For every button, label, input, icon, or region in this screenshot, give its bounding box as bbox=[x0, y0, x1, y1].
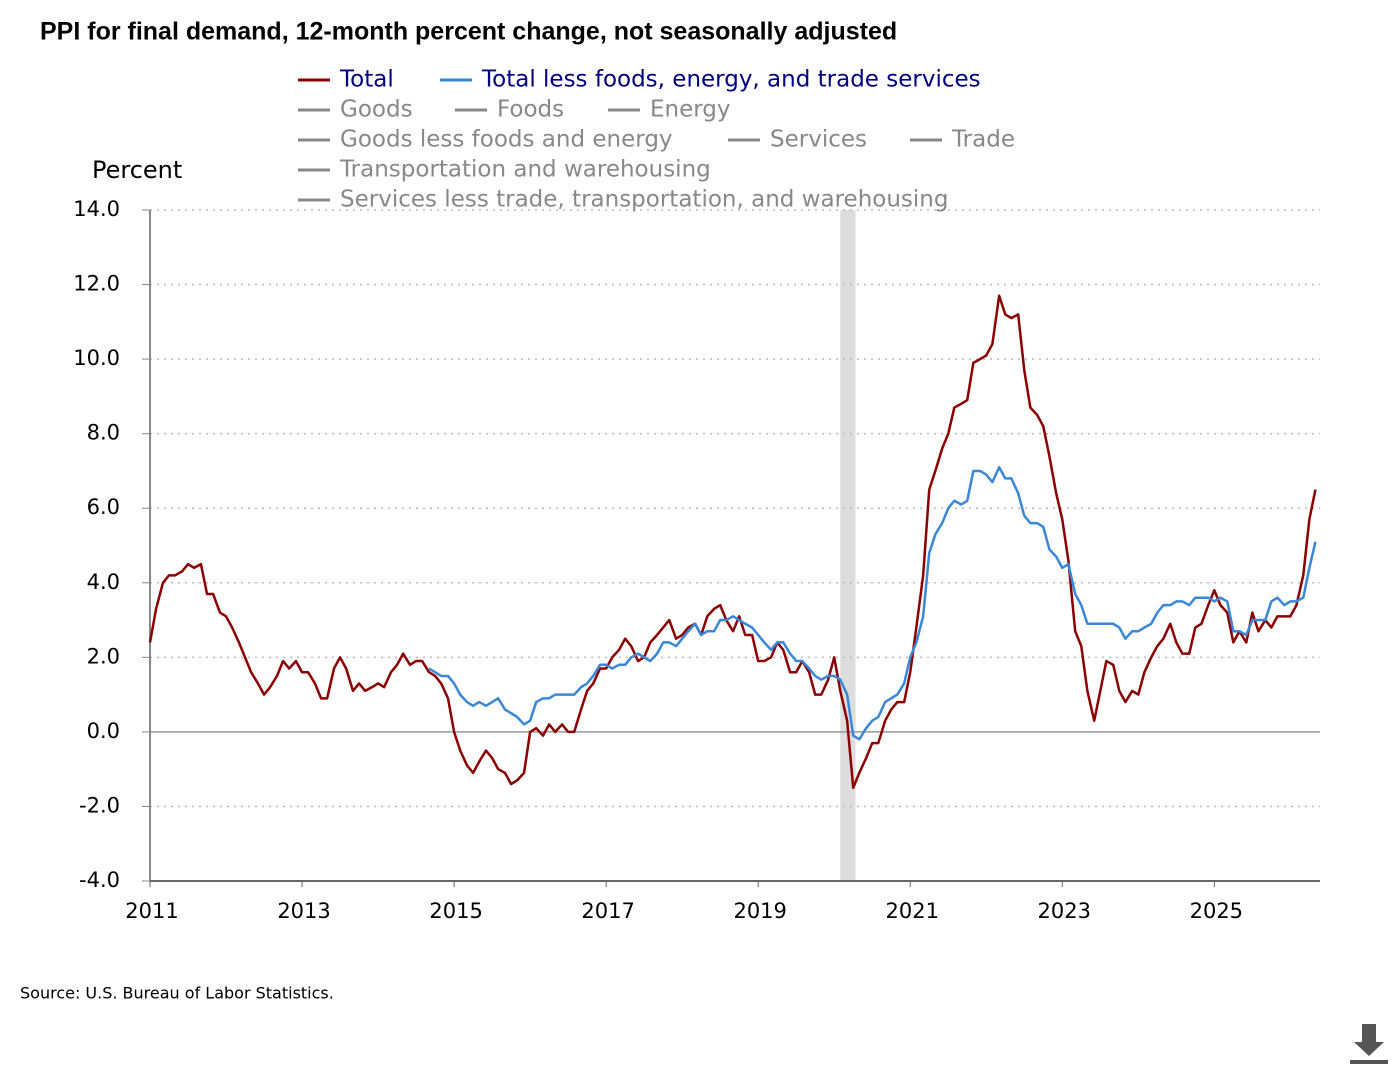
x-tick-label: 2025 bbox=[1190, 899, 1243, 923]
y-tick-label: 4.0 bbox=[87, 570, 120, 594]
x-tick-label: 2015 bbox=[429, 899, 482, 923]
y-tick-label: 6.0 bbox=[87, 495, 120, 519]
y-tick-label: -4.0 bbox=[79, 868, 120, 892]
legend-label: Services less trade, transportation, and… bbox=[340, 187, 948, 213]
download-icon-arrow bbox=[1354, 1042, 1384, 1056]
x-tick-label: 2023 bbox=[1038, 899, 1091, 923]
legend-label: Total bbox=[339, 67, 394, 93]
legend-label: Goods bbox=[340, 97, 413, 123]
y-tick-label: 2.0 bbox=[87, 644, 120, 668]
legend-label: Transportation and warehousing bbox=[339, 157, 711, 183]
legend-label: Goods less foods and energy bbox=[340, 127, 673, 153]
chart-title: PPI for final demand, 12-month percent c… bbox=[40, 18, 897, 46]
source-note: Source: U.S. Bureau of Labor Statistics. bbox=[20, 984, 334, 1003]
series-line bbox=[148, 294, 1317, 790]
legend-label: Trade bbox=[951, 127, 1015, 153]
x-tick-label: 2013 bbox=[277, 899, 330, 923]
x-tick-label: 2021 bbox=[886, 899, 939, 923]
download-icon-base bbox=[1350, 1060, 1388, 1064]
legend-label: Foods bbox=[497, 97, 564, 123]
series-line bbox=[428, 465, 1317, 741]
x-tick-label: 2017 bbox=[581, 899, 634, 923]
y-tick-label: -2.0 bbox=[79, 793, 120, 817]
x-tick-label: 2011 bbox=[125, 899, 178, 923]
legend-label: Services bbox=[770, 127, 867, 153]
x-tick-label: 2019 bbox=[733, 899, 786, 923]
recession-shade bbox=[840, 210, 856, 881]
legend-label: Energy bbox=[650, 97, 731, 123]
y-axis-label: Percent bbox=[92, 156, 182, 184]
y-tick-label: 0.0 bbox=[87, 719, 120, 743]
y-tick-label: 8.0 bbox=[87, 421, 120, 445]
y-tick-label: 10.0 bbox=[73, 346, 120, 370]
y-tick-label: 14.0 bbox=[73, 197, 120, 221]
legend-label: Total less foods, energy, and trade serv… bbox=[481, 67, 981, 93]
download-icon-stem bbox=[1362, 1024, 1376, 1044]
download-button[interactable] bbox=[1350, 1024, 1388, 1064]
y-tick-label: 12.0 bbox=[73, 272, 120, 296]
